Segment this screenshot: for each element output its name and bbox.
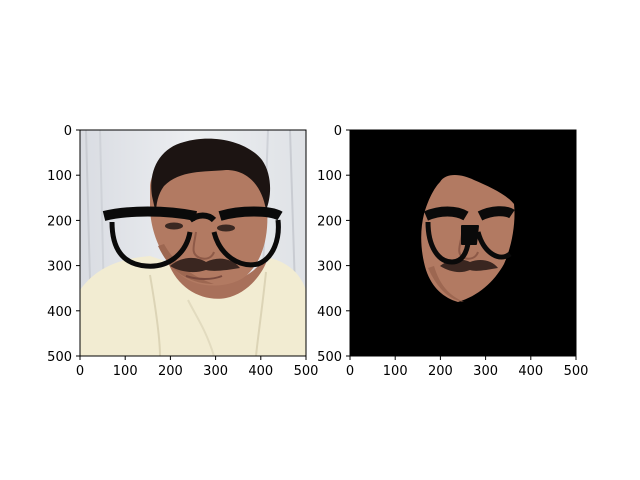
y-tick-label-left: 0: [64, 124, 72, 139]
y-tick-label-left: 500: [47, 350, 72, 365]
x-tick-label-right: 300: [473, 364, 498, 379]
y-tick-label-right: 100: [317, 169, 342, 184]
x-tick-label-left: 200: [158, 364, 183, 379]
y-tick-label-left: 100: [47, 169, 72, 184]
y-tick-label-left: 400: [47, 305, 72, 320]
glasses-overlay-left: [102, 206, 283, 269]
y-tick-label-right: 300: [317, 260, 342, 275]
y-tick-label-right: 0: [334, 124, 342, 139]
x-tick-label-right: 0: [346, 364, 354, 379]
x-tick-label-right: 100: [383, 364, 408, 379]
x-tick-label-left: 100: [113, 364, 138, 379]
x-tick-label-left: 500: [294, 364, 319, 379]
axes-frame-left: [79, 129, 307, 357]
x-tick-label-right: 400: [518, 364, 543, 379]
y-tick-label-right: 400: [317, 305, 342, 320]
photo-panel-right: 0 100 200 300 400 500 0 100 200 300 400 500: [317, 124, 588, 379]
photo-image-left: [80, 130, 306, 356]
ticks-left: 0 100 200 300 400 500 0 100 200 300 400 500: [47, 124, 318, 379]
axes-frame-right: [349, 129, 577, 357]
photo-panel-left: 0 100 200 300 400 500 0 100 200 300 400 500: [47, 124, 318, 379]
y-tick-label-left: 300: [47, 260, 72, 275]
x-tick-label-right: 200: [428, 364, 453, 379]
photo-image-right: [350, 130, 576, 356]
x-tick-label-right: 500: [564, 364, 589, 379]
y-tick-label-right: 200: [317, 214, 342, 229]
ticks-right: 0 100 200 300 400 500 0 100 200 300 400 500: [317, 124, 588, 379]
y-tick-label-left: 200: [47, 214, 72, 229]
x-tick-label-left: 300: [203, 364, 228, 379]
y-tick-label-right: 500: [317, 350, 342, 365]
glasses-overlay-right: [424, 206, 515, 265]
x-tick-label-left: 0: [76, 364, 84, 379]
x-tick-label-left: 400: [248, 364, 273, 379]
